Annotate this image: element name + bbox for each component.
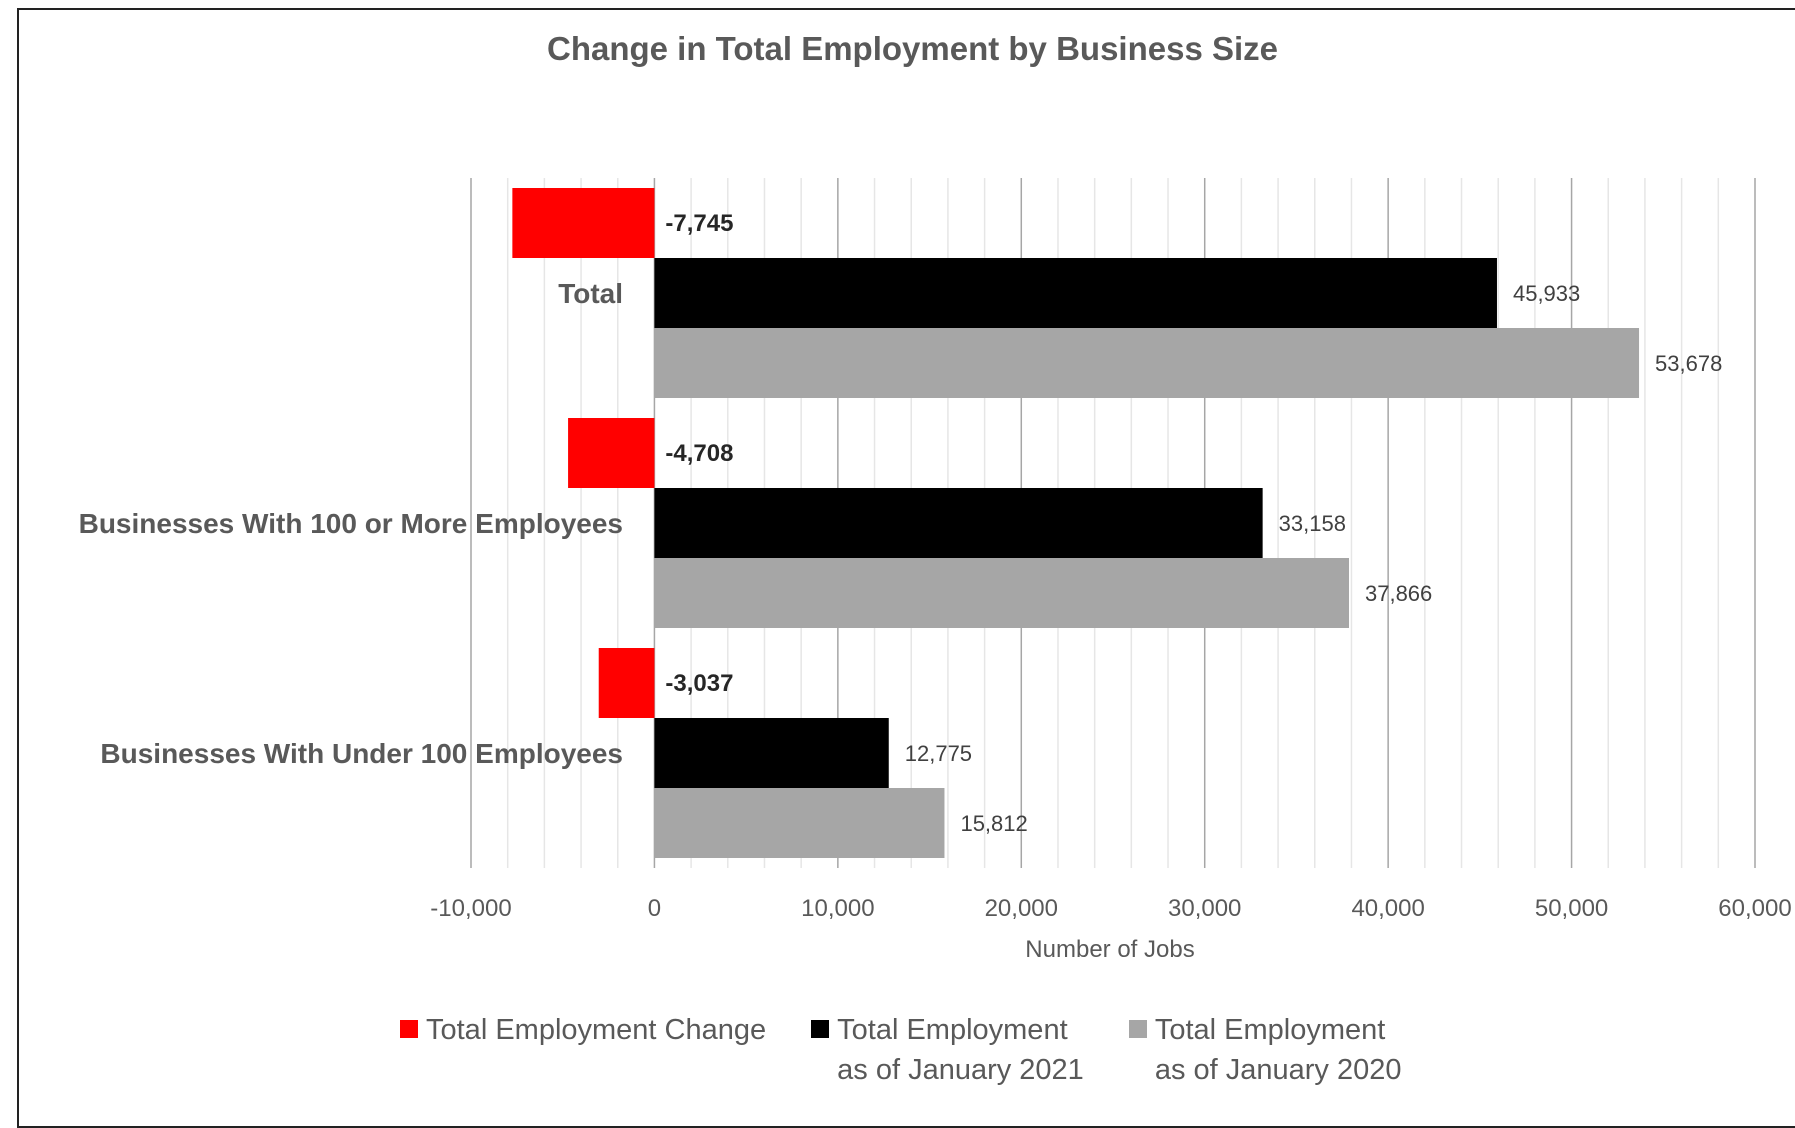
bars <box>512 188 1640 858</box>
legend-label: Total Employment as of January 2020 <box>1154 1014 1402 1086</box>
bar <box>654 718 889 788</box>
tick-labels: -10,000 0 10,000 20,000 30,000 40,000 50,000 60… <box>430 895 1791 922</box>
legend: Total Employment Change Total Employment… <box>400 1010 1401 1090</box>
x-tick-label: 0 <box>648 895 661 922</box>
data-label: -7,745 <box>665 210 733 237</box>
x-tick-label: 10,000 <box>801 895 874 922</box>
legend-swatch-icon <box>400 1020 418 1038</box>
category-labels: Total Businesses With 100 or More Employe… <box>79 278 623 769</box>
bar <box>568 418 655 488</box>
x-tick-label: -10,000 <box>430 895 511 922</box>
legend-label: Total Employment as of January 2021 <box>837 1014 1084 1086</box>
legend-swatch-icon <box>811 1020 830 1038</box>
x-tick-label: 20,000 <box>985 895 1058 922</box>
category-label: Businesses With 100 or More Employees <box>79 508 623 539</box>
legend-swatch-icon <box>1128 1020 1147 1038</box>
data-label: 33,158 <box>1279 511 1346 536</box>
category-label: Businesses With Under 100 Employees <box>100 738 623 769</box>
bar <box>654 488 1263 558</box>
data-label: -3,037 <box>665 670 733 697</box>
legend-item-change: Total Employment Change <box>400 1010 766 1090</box>
chart-title: Change in Total Employment by Business S… <box>546 30 1279 67</box>
bar <box>598 648 655 718</box>
category-label: Total <box>558 278 623 309</box>
legend-item-2020: Total Employment as of January 2020 <box>1128 1010 1402 1090</box>
x-tick-label: 60,000 <box>1718 895 1791 922</box>
data-labels: -7,745 45,933 53,678 -4,708 33,158 37,866 -3,0… <box>665 210 1722 836</box>
x-tick-label: 50,000 <box>1535 895 1608 922</box>
x-axis-title: Number of Jobs <box>1025 936 1194 963</box>
bar <box>654 788 945 858</box>
bar <box>654 328 1640 398</box>
data-label: 15,812 <box>960 811 1027 836</box>
x-tick-label: 30,000 <box>1168 895 1241 922</box>
bar <box>512 188 655 258</box>
legend-label: Total Employment Change <box>426 1014 767 1046</box>
data-label: -4,708 <box>665 440 733 467</box>
legend-item-2021: Total Employment as of January 2021 <box>811 1010 1084 1090</box>
data-label: 12,775 <box>905 741 972 766</box>
data-label: 37,866 <box>1365 581 1432 606</box>
data-label: 53,678 <box>1655 351 1722 376</box>
bar <box>654 558 1349 628</box>
x-tick-label: 40,000 <box>1351 895 1424 922</box>
data-label: 45,933 <box>1513 281 1580 306</box>
bar <box>654 258 1497 328</box>
